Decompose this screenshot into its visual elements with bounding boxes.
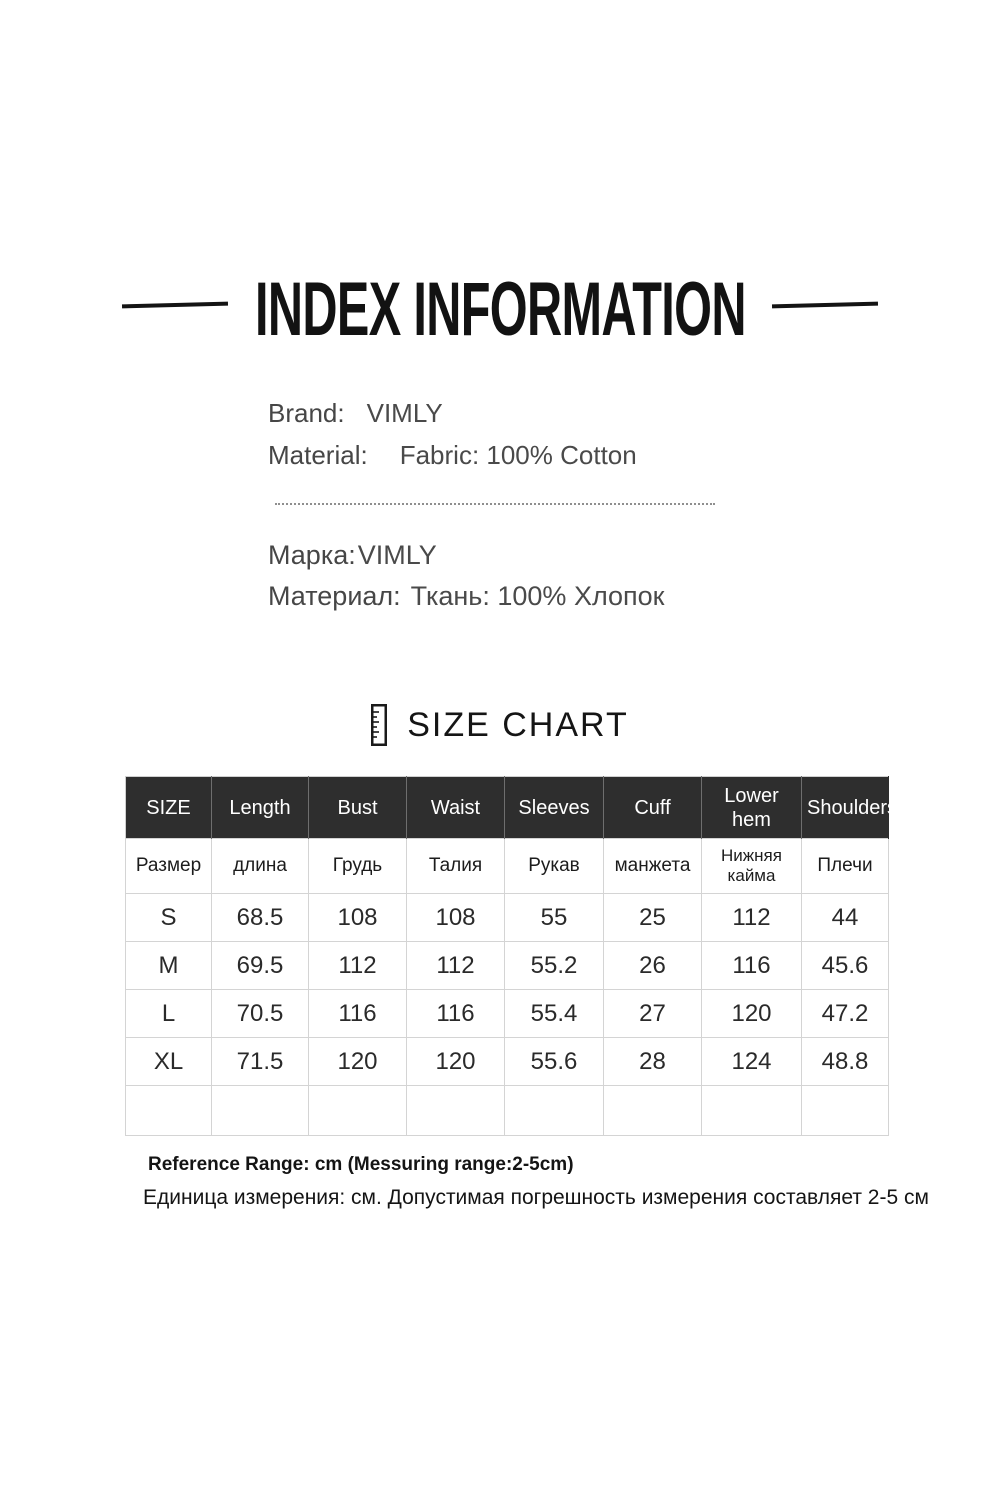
page-title-text: INDEX INFORMATION xyxy=(254,267,746,352)
cell-shoulders: 44 xyxy=(801,893,889,942)
cell-bust: 112 xyxy=(308,941,407,990)
table-row-m: M 69.5 112 112 55.2 26 116 45.6 xyxy=(125,941,889,990)
cell-length: 71.5 xyxy=(211,1037,309,1086)
table-header-row-ru: Размер длина Грудь Талия Рукав манжета Н… xyxy=(125,838,889,894)
header-cuff: Cuff xyxy=(603,776,702,839)
product-info-ru: Марка: VIMLY Материал: Ткань: 100% Хлопо… xyxy=(268,540,664,622)
note-ru: Единица измерения: см. Допустимая погреш… xyxy=(143,1186,929,1209)
brand-row-en: Brand: VIMLY xyxy=(268,398,637,440)
cell-sleeves: 55.6 xyxy=(504,1037,604,1086)
cell-bust: 120 xyxy=(308,1037,407,1086)
material-value-en: Fabric: 100% Cotton xyxy=(399,440,637,470)
note-en: Reference Range: cm (Messuring range:2-5… xyxy=(148,1154,574,1175)
size-chart-heading: SIZE CHART xyxy=(0,704,1000,746)
ruler-icon xyxy=(371,704,388,746)
header-lower-hem: Lower hem xyxy=(701,776,802,839)
cell-shoulders: 48.8 xyxy=(801,1037,889,1086)
size-chart-title: SIZE CHART xyxy=(407,705,629,744)
material-value-ru: Ткань: 100% Хлопок xyxy=(410,581,665,611)
header-ru-length: длина xyxy=(211,838,309,894)
cell-cuff: 26 xyxy=(603,941,702,990)
measurement-notes: Reference Range: cm (Messuring range:2-5… xyxy=(143,1152,929,1213)
brand-label-en: Brand: xyxy=(268,398,345,428)
header-waist: Waist xyxy=(406,776,505,839)
cell-lower-hem: 120 xyxy=(701,989,802,1038)
brand-row-ru: Марка: VIMLY xyxy=(268,540,664,581)
page-title: INDEX INFORMATION xyxy=(0,272,1000,348)
cell-sleeves: 55.2 xyxy=(504,941,604,990)
brand-label-ru: Марка: xyxy=(268,540,356,570)
cell-cuff: 25 xyxy=(603,893,702,942)
material-label-ru: Материал: xyxy=(268,581,401,611)
cell-length: 68.5 xyxy=(211,893,309,942)
cell-shoulders: 47.2 xyxy=(801,989,889,1038)
cell-size: XL xyxy=(125,1037,212,1086)
cell-size: S xyxy=(125,893,212,942)
material-row-en: Material: Fabric: 100% Cotton xyxy=(268,440,637,482)
cell-cuff: 28 xyxy=(603,1037,702,1086)
product-info-en: Brand: VIMLY Material: Fabric: 100% Cott… xyxy=(268,398,637,482)
cell-size: M xyxy=(125,941,212,990)
table-header-row-en: SIZE Length Bust Waist Sleeves Cuff Lowe… xyxy=(125,776,897,839)
cell-lower-hem: 112 xyxy=(701,893,802,942)
header-bust: Bust xyxy=(308,776,407,839)
material-row-ru: Материал: Ткань: 100% Хлопок xyxy=(268,581,664,622)
cell-shoulders: 45.6 xyxy=(801,941,889,990)
cell-waist: 112 xyxy=(406,941,505,990)
cell-bust: 116 xyxy=(308,989,407,1038)
header-ru-waist: Талия xyxy=(406,838,505,894)
header-ru-sleeves: Рукав xyxy=(504,838,604,894)
size-chart-table: SIZE Length Bust Waist Sleeves Cuff Lowe… xyxy=(125,776,897,1136)
cell-waist: 120 xyxy=(406,1037,505,1086)
brand-value-en: VIMLY xyxy=(366,398,443,428)
cell-length: 69.5 xyxy=(211,941,309,990)
cell-cuff: 27 xyxy=(603,989,702,1038)
cell-sleeves: 55.4 xyxy=(504,989,604,1038)
cell-waist: 116 xyxy=(406,989,505,1038)
table-row-xl: XL 71.5 120 120 55.6 28 124 48.8 xyxy=(125,1037,889,1086)
header-ru-bust: Грудь xyxy=(308,838,407,894)
header-size: SIZE xyxy=(125,776,212,839)
dotted-divider xyxy=(275,503,715,505)
table-row-l: L 70.5 116 116 55.4 27 120 47.2 xyxy=(125,989,889,1038)
cell-sleeves: 55 xyxy=(504,893,604,942)
material-label-en: Material: xyxy=(268,440,368,470)
header-length: Length xyxy=(211,776,309,839)
cell-lower-hem: 116 xyxy=(701,941,802,990)
header-ru-cuff: манжета xyxy=(603,838,702,894)
cell-length: 70.5 xyxy=(211,989,309,1038)
brand-value-ru: VIMLY xyxy=(357,540,437,570)
header-sleeves: Sleeves xyxy=(504,776,604,839)
header-ru-shoulders: Плечи xyxy=(801,838,889,894)
table-row-empty xyxy=(125,1085,889,1136)
header-ru-size: Размер xyxy=(125,838,212,894)
header-shoulders: Shoulders xyxy=(801,776,897,839)
cell-lower-hem: 124 xyxy=(701,1037,802,1086)
cell-waist: 108 xyxy=(406,893,505,942)
cell-bust: 108 xyxy=(308,893,407,942)
table-row-s: S 68.5 108 108 55 25 112 44 xyxy=(125,893,889,942)
header-ru-lower-hem: Нижняя кайма xyxy=(701,838,802,894)
cell-size: L xyxy=(125,989,212,1038)
